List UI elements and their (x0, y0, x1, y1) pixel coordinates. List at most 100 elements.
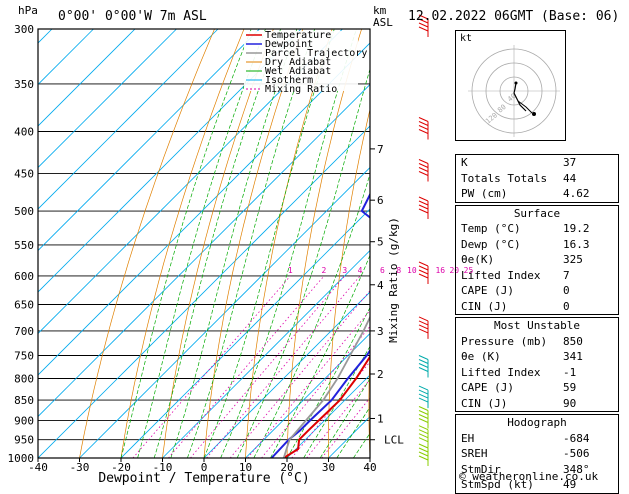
pw-value: 4.62 (563, 186, 613, 202)
wind-barb-feather (419, 274, 428, 278)
wind-barb-feather (419, 266, 428, 270)
pressure-tick-label: 750 (14, 349, 34, 362)
hodograph-unit-label: kt (460, 33, 472, 44)
surface-dewp-label: Dewp (°C) (461, 237, 521, 253)
wind-barb-feather (419, 386, 428, 390)
wet-adiabat-line (154, 29, 280, 458)
wind-barb-feather (419, 411, 428, 415)
wind-barb-feather (419, 444, 428, 448)
km-tick-label: 3 (377, 325, 384, 338)
wind-barb-feather (419, 130, 428, 134)
wind-barb (419, 197, 428, 219)
wind-barb (419, 356, 428, 378)
dry-adiabat-line (163, 29, 274, 458)
pressure-tick-label: 650 (14, 299, 34, 312)
dry-adiabat-line (408, 29, 450, 458)
wind-barb-feather (419, 329, 428, 333)
pw-label: PW (cm) (461, 186, 507, 202)
mixing-ratio-label: 1 (288, 266, 293, 275)
wind-barb-feather (419, 448, 428, 452)
surface-dewp-row: Dewp (°C) 16.3 (456, 237, 618, 253)
wind-barb-feather (419, 360, 428, 364)
wind-barb (419, 317, 428, 339)
temperature-tick-label: 30 (322, 461, 335, 474)
wind-barb-feather (419, 452, 428, 456)
wind-barb-feather (419, 390, 428, 394)
surface-title: Surface (456, 206, 618, 222)
wind-barb-feather (419, 201, 428, 205)
k-index-label: K (461, 155, 468, 171)
mu-theta-label: θe (K) (461, 349, 501, 365)
dry-adiabat-line (121, 29, 244, 458)
mixing-ratio-label: 6 (380, 266, 385, 275)
mu-li-value: -1 (563, 365, 613, 381)
wind-barb-feather (419, 209, 428, 213)
sreh-label: SREH (461, 446, 488, 462)
mu-li-label: Lifted Index (461, 365, 540, 381)
wind-barb-feather (419, 364, 428, 368)
surface-li-label: Lifted Index (461, 268, 540, 284)
surface-temp-row: Temp (°C) 19.2 (456, 221, 618, 237)
hodograph-plot: kt 40 80 120 (455, 30, 566, 141)
km-tick-label: 6 (377, 194, 384, 207)
x-axis-label: Dewpoint / Temperature (°C) (98, 471, 309, 486)
wind-barb-feather (419, 168, 428, 172)
surface-box: Surface Temp (°C) 19.2 Dewp (°C) 16.3 θe… (455, 205, 619, 316)
indices-panel: K 37 Totals Totals 44 PW (cm) 4.62 Surfa… (455, 154, 619, 494)
surface-dewp-value: 16.3 (563, 237, 613, 253)
wind-barb (419, 407, 428, 429)
wind-barb-feather (419, 356, 428, 360)
k-index-row: K 37 (456, 155, 618, 171)
wind-barb-feather (419, 205, 428, 209)
mu-cape-row: CAPE (J) 59 (456, 380, 618, 396)
isotherm-line (0, 29, 11, 458)
wind-barb (419, 386, 428, 408)
surface-cape-value: 0 (563, 283, 613, 299)
hodograph-storm-motion-marker (532, 112, 536, 116)
wind-barb-feather (419, 270, 428, 274)
totals-totals-value: 44 (563, 171, 613, 187)
wind-barb-feather (419, 118, 428, 122)
surface-cin-label: CIN (J) (461, 299, 507, 315)
copyright-footer[interactable]: © weatheronline.co.uk (459, 470, 598, 483)
wet-adiabat-line (138, 29, 266, 458)
mixing-ratio-line (133, 276, 290, 458)
wind-barb (419, 118, 428, 140)
mu-theta-row: θe (K) 341 (456, 349, 618, 365)
temperature-tick-label: 40 (363, 461, 376, 474)
mu-cin-row: CIN (J) 90 (456, 396, 618, 412)
wind-barb-feather (419, 164, 428, 168)
legend-item-mixing-ratio: Mixing Ratio (265, 84, 337, 95)
wind-barb-feather (419, 126, 428, 130)
mu-pressure-value: 850 (563, 334, 613, 350)
surface-temp-value: 19.2 (563, 221, 613, 237)
temperature-tick-label: -40 (28, 461, 48, 474)
wind-barb-feather (419, 398, 428, 402)
mu-cin-value: 90 (563, 396, 613, 412)
surface-theta-value: 325 (563, 252, 613, 268)
eh-row: EH -684 (456, 431, 618, 447)
km-tick-label: 5 (377, 236, 384, 249)
mixing-ratio-label: 16 (435, 266, 445, 275)
mu-cape-value: 59 (563, 380, 613, 396)
hodograph-start-marker (515, 82, 518, 85)
most-unstable-box: Most Unstable Pressure (mb) 850 θe (K) 3… (455, 317, 619, 412)
most-unstable-title: Most Unstable (456, 318, 618, 334)
wind-barb-feather (419, 321, 428, 325)
sreh-row: SREH -506 (456, 446, 618, 462)
pressure-tick-label: 800 (14, 372, 34, 385)
mu-cin-label: CIN (J) (461, 396, 507, 412)
wind-barb-feather (419, 407, 428, 411)
pressure-tick-label: 600 (14, 270, 34, 283)
mu-cape-label: CAPE (J) (461, 380, 514, 396)
mixing-ratio-label: 2 (322, 266, 327, 275)
dry-adiabat-line (620, 29, 629, 458)
totals-totals-label: Totals Totals (461, 171, 547, 187)
isotherm-line (0, 29, 426, 458)
surface-cin-row: CIN (J) 0 (456, 299, 618, 315)
surface-theta-row: θe(K) 325 (456, 252, 618, 268)
wind-barb (419, 444, 428, 466)
y-axis-unit: hPa (18, 4, 38, 17)
mu-pressure-label: Pressure (mb) (461, 334, 547, 350)
pressure-tick-label: 400 (14, 126, 34, 139)
